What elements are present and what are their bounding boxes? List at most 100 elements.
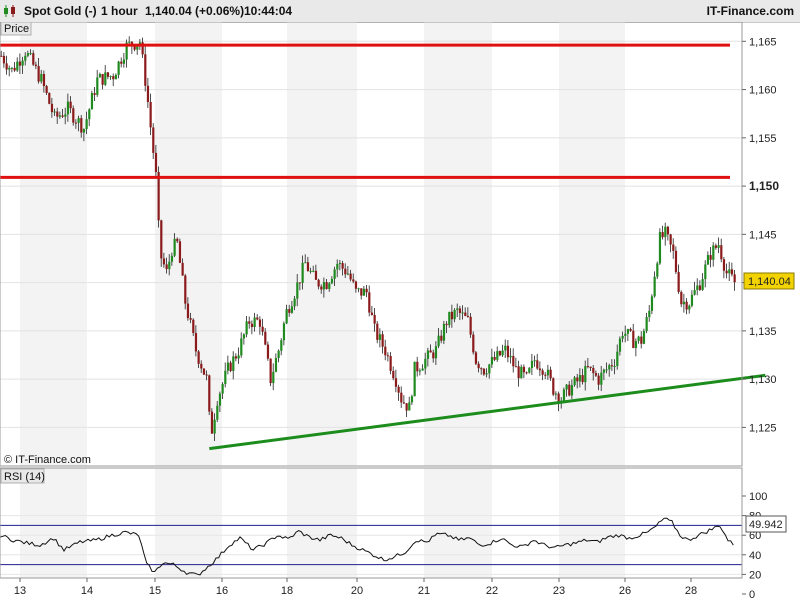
candle-down: [674, 250, 678, 273]
candle-down: [176, 238, 179, 242]
candle-down: [341, 263, 344, 269]
rsi-tick-label: 20: [749, 569, 761, 581]
candle-up: [26, 53, 30, 56]
candle-up: [664, 226, 667, 238]
candle-down: [440, 335, 443, 341]
candle-up: [642, 331, 646, 344]
rsi-axis: 100806040200: [742, 491, 767, 600]
candle-down: [74, 122, 78, 124]
candle-up: [253, 317, 256, 328]
candle-down: [677, 272, 680, 292]
candle-up: [301, 262, 304, 283]
candle-up: [128, 41, 131, 43]
day-band: [287, 22, 357, 466]
candle-down: [13, 67, 16, 71]
candle-down: [106, 72, 110, 77]
candle-up: [728, 269, 731, 274]
candle-down: [464, 312, 467, 316]
candle-up: [64, 114, 67, 117]
candle-up: [336, 263, 339, 270]
candle-down: [365, 288, 368, 293]
candle-up: [488, 364, 491, 374]
day-band: [559, 468, 625, 578]
candle-up: [378, 334, 382, 340]
candle-down: [186, 303, 190, 319]
day-band: [20, 468, 87, 578]
candle-up: [290, 306, 294, 313]
candle-up: [88, 109, 91, 120]
candle-up: [82, 129, 86, 133]
candle-up: [706, 255, 710, 265]
candle-up: [546, 369, 550, 376]
candle-down: [269, 358, 272, 384]
candle-down: [325, 282, 328, 289]
candle-up: [117, 61, 120, 75]
candle-down: [386, 355, 390, 357]
candle-up: [213, 419, 216, 434]
candle-down: [42, 73, 46, 87]
candle-down: [680, 291, 683, 305]
candle-down: [229, 362, 232, 372]
candle-up: [616, 351, 619, 367]
candle-down: [557, 393, 560, 403]
candle-up: [40, 73, 43, 82]
candle-down: [493, 356, 496, 360]
candle-down: [592, 367, 595, 374]
candle-up: [442, 323, 446, 341]
candle-down: [402, 402, 406, 404]
time-tick-label: 22: [486, 585, 498, 597]
candle-down: [256, 317, 259, 320]
candle-up: [437, 335, 440, 347]
candle-up: [624, 333, 627, 336]
price-tick-label: 1,130: [749, 374, 777, 386]
day-band: [424, 468, 492, 578]
candle-down: [733, 274, 736, 283]
candle-up: [346, 273, 350, 275]
candle-down: [730, 269, 734, 275]
candle-up: [285, 309, 288, 324]
candle-down: [669, 234, 672, 245]
candle-up: [304, 262, 307, 264]
rsi-panel-label-box: [0, 468, 45, 484]
time-tick-label: 15: [149, 585, 161, 597]
candle-down: [181, 262, 184, 276]
candle-down: [610, 365, 614, 367]
candle-down: [56, 111, 59, 117]
candle-down: [568, 384, 571, 396]
candle-down: [581, 375, 584, 383]
time-tick-label: 14: [81, 585, 93, 597]
candle-up: [490, 356, 494, 365]
candle-up: [717, 245, 720, 248]
candle-up: [309, 270, 312, 272]
price-panel-label: Price: [4, 23, 29, 35]
candle-up: [565, 384, 568, 390]
candle-down: [352, 279, 355, 282]
candle-down: [250, 323, 254, 328]
candle-up: [648, 310, 651, 318]
candle-down: [192, 319, 195, 334]
candle-down: [69, 101, 72, 109]
candle-down: [144, 54, 147, 86]
candle-down: [589, 366, 592, 368]
time-tick-label: 16: [216, 585, 228, 597]
candle-up: [605, 369, 608, 371]
candle-down: [373, 314, 376, 324]
candle-down: [160, 220, 163, 259]
candle-down: [165, 264, 168, 270]
candle-down: [0, 55, 3, 57]
candle-up: [242, 334, 246, 339]
candle-down: [640, 336, 643, 344]
candle-up: [584, 366, 587, 383]
price-panel-label-box: [0, 22, 32, 36]
candle-up: [274, 358, 278, 372]
candle-up: [293, 298, 296, 307]
candle-down: [536, 360, 539, 369]
candle-down: [317, 279, 320, 287]
candle-down: [93, 93, 96, 95]
day-band: [424, 22, 492, 466]
chart-header: Spot Gold (-) 1 hour 1,140.04 (+0.06%) 1…: [0, 0, 800, 23]
candle-down: [298, 282, 302, 284]
candle-up: [418, 370, 422, 372]
candle-down: [202, 368, 206, 375]
candle-down: [469, 316, 472, 335]
